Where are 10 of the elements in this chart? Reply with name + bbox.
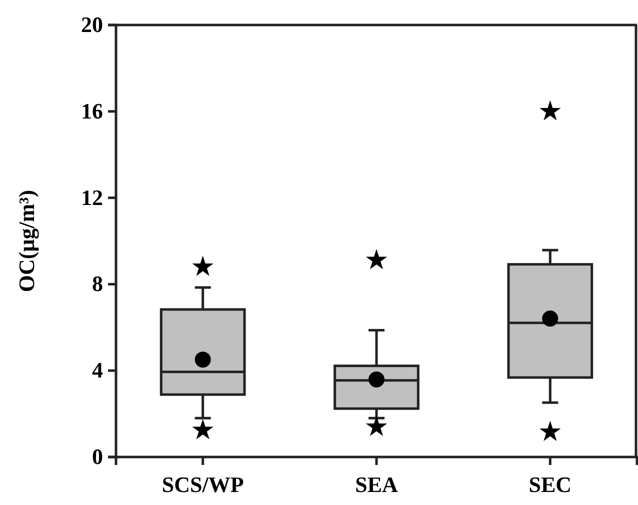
y-tick-label: 0: [92, 444, 103, 470]
y-tick-label: 20: [81, 12, 103, 38]
y-tick-label: 8: [92, 271, 103, 296]
y-tick-label: 12: [81, 184, 103, 210]
y-tick-label: 16: [81, 98, 103, 124]
x-tick-label: SEA: [355, 472, 398, 498]
x-tick-label: SEC: [528, 472, 572, 498]
x-tick-label: SCS/WP: [162, 472, 244, 498]
y-axis-title: OC(μg/m³): [14, 190, 39, 292]
y-tick-label: 4: [92, 358, 103, 383]
